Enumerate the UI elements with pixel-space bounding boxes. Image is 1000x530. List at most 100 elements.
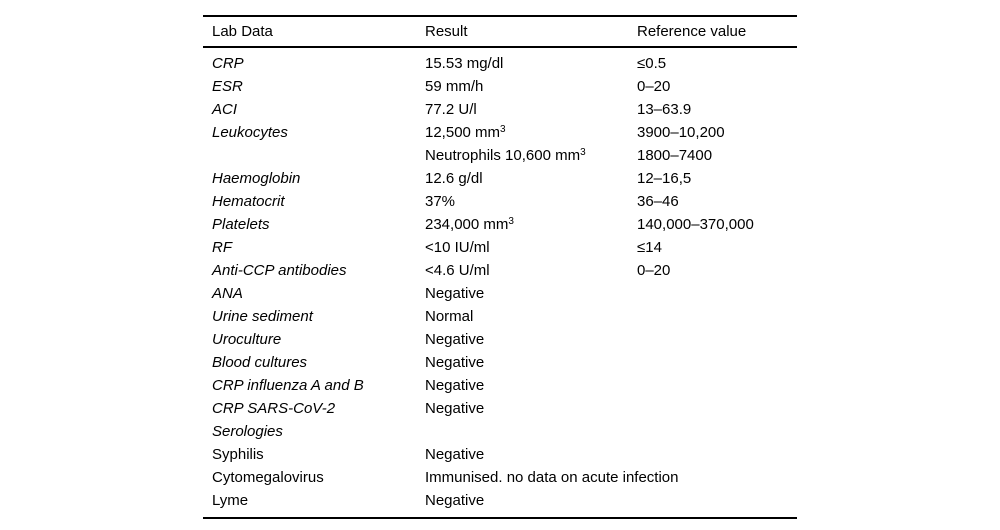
table-row: RF <10 IU/ml ≤14 — [203, 236, 797, 259]
result-cell: 234,000 mm3 — [416, 213, 628, 236]
result-cell: 12.6 g/dl — [416, 167, 628, 190]
lab-name-cell: Haemoglobin — [212, 170, 301, 187]
table-row: Cytomegalovirus Immunised. no data on acu… — [203, 466, 797, 489]
reference-cell — [628, 282, 797, 305]
reference-cell: 0–20 — [637, 262, 671, 279]
reference-cell — [628, 374, 797, 397]
table-row: Urine sediment Normal — [203, 305, 797, 328]
reference-cell — [628, 351, 797, 374]
result-cell: <10 IU/ml — [416, 236, 628, 259]
result-cell: Negative — [416, 374, 628, 397]
table-row: Hematocrit 37% 36–46 — [203, 190, 797, 213]
lab-name-cell: Urine sediment — [212, 308, 313, 325]
reference-cell: 12–16,5 — [637, 170, 692, 187]
lab-name-cell: Blood cultures — [212, 354, 308, 371]
lab-name-cell: Cytomegalovirus — [212, 469, 324, 486]
result-cell: Immunised. no data on acute infection — [416, 466, 679, 489]
result-cell: Negative — [416, 397, 628, 420]
reference-cell — [628, 397, 797, 420]
reference-cell: ≤14 — [637, 239, 662, 256]
result-cell: 37% — [416, 190, 628, 213]
result-text: 77.2 U/l — [425, 101, 477, 118]
lab-name-cell: ACI — [212, 101, 238, 118]
table-row: Neutrophils 10,600 mm3 1800–7400 — [203, 144, 797, 167]
result-text: 234,000 mm — [425, 216, 509, 233]
reference-cell: 0–20 — [637, 78, 671, 95]
lab-name-cell: RF — [212, 239, 232, 256]
result-cell: Negative — [416, 328, 628, 351]
result-text: <4.6 U/ml — [425, 262, 490, 279]
result-cell: 77.2 U/l — [416, 98, 628, 121]
reference-cell — [628, 489, 797, 518]
result-text: Negative — [425, 400, 485, 417]
result-cell: Negative — [416, 282, 628, 305]
reference-cell — [628, 420, 797, 443]
reference-cell: 13–63.9 — [637, 101, 692, 118]
result-text: Negative — [425, 331, 485, 348]
lab-name-cell: Syphilis — [212, 446, 264, 463]
result-text: Negative — [425, 285, 485, 302]
col-header-lab-data: Lab Data — [203, 16, 416, 48]
table-row: ANA Negative — [203, 282, 797, 305]
lab-name-cell: ANA — [212, 285, 243, 302]
lab-name-cell: ESR — [212, 78, 243, 95]
result-text: Neutrophils 10,600 mm — [425, 147, 581, 164]
result-superscript: 3 — [580, 147, 586, 158]
result-superscript: 3 — [508, 216, 514, 227]
table-row: Blood cultures Negative — [203, 351, 797, 374]
result-text: Negative — [425, 492, 485, 509]
table-row: Anti-CCP antibodies <4.6 U/ml 0–20 — [203, 259, 797, 282]
table-row: Lyme Negative — [203, 489, 797, 518]
result-cell: <4.6 U/ml — [416, 259, 628, 282]
lab-name-cell: CRP — [212, 55, 244, 72]
result-cell: 12,500 mm3 — [416, 121, 628, 144]
lab-name-cell: Lyme — [212, 492, 249, 509]
table-row: Serologies — [203, 420, 797, 443]
table-row: Syphilis Negative — [203, 443, 797, 466]
reference-cell — [628, 305, 797, 328]
result-text: Negative — [425, 354, 485, 371]
table-row: CRP SARS-CoV-2 Negative — [203, 397, 797, 420]
lab-name-cell: CRP influenza A and B — [212, 377, 364, 394]
result-text: 12,500 mm — [425, 124, 501, 141]
lab-name-cell: Platelets — [212, 216, 270, 233]
table-row: Platelets 234,000 mm3 140,000–370,000 — [203, 213, 797, 236]
table-row: Haemoglobin 12.6 g/dl 12–16,5 — [203, 167, 797, 190]
result-text: Negative — [425, 377, 485, 394]
table-body: CRP 15.53 mg/dl ≤0.5 ESR 59 mm/h 0–20 ACI 77.2 … — [203, 47, 797, 518]
reference-cell: 3900–10,200 — [637, 124, 725, 141]
table-row: ESR 59 mm/h 0–20 — [203, 75, 797, 98]
result-text: 37% — [425, 193, 456, 210]
lab-name-cell — [203, 144, 416, 167]
lab-name-cell: Anti-CCP antibodies — [212, 262, 347, 279]
lab-name-cell: Hematocrit — [212, 193, 285, 210]
reference-cell: 1800–7400 — [637, 147, 713, 164]
table-row: Uroculture Negative — [203, 328, 797, 351]
reference-cell — [628, 443, 797, 466]
result-cell: Negative — [416, 443, 628, 466]
header-row: Lab Data Result Reference value — [203, 16, 797, 48]
reference-cell — [628, 328, 797, 351]
result-cell: Negative — [416, 489, 628, 518]
table-row: CRP 15.53 mg/dl ≤0.5 — [203, 47, 797, 75]
result-text: Immunised. no data on acute infection — [425, 469, 679, 486]
result-cell: 59 mm/h — [416, 75, 628, 98]
lab-data-table: Lab Data Result Reference value CRP 15.53… — [203, 15, 797, 519]
result-superscript: 3 — [500, 124, 506, 135]
table-row: Leukocytes 12,500 mm3 3900–10,200 — [203, 121, 797, 144]
result-cell: 15.53 mg/dl — [416, 47, 628, 75]
result-cell: Negative — [416, 351, 628, 374]
result-text: 15.53 mg/dl — [425, 55, 504, 72]
result-text: <10 IU/ml — [425, 239, 490, 256]
result-text: 12.6 g/dl — [425, 170, 483, 187]
reference-cell: ≤0.5 — [637, 55, 667, 72]
result-cell — [416, 420, 628, 443]
col-header-reference: Reference value — [628, 16, 797, 48]
lab-name-cell: Serologies — [212, 423, 283, 440]
lab-name-cell: Leukocytes — [212, 124, 288, 141]
table-row: CRP influenza A and B Negative — [203, 374, 797, 397]
result-cell: Normal — [416, 305, 628, 328]
col-header-result: Result — [416, 16, 628, 48]
table-row: ACI 77.2 U/l 13–63.9 — [203, 98, 797, 121]
reference-cell: 36–46 — [637, 193, 679, 210]
